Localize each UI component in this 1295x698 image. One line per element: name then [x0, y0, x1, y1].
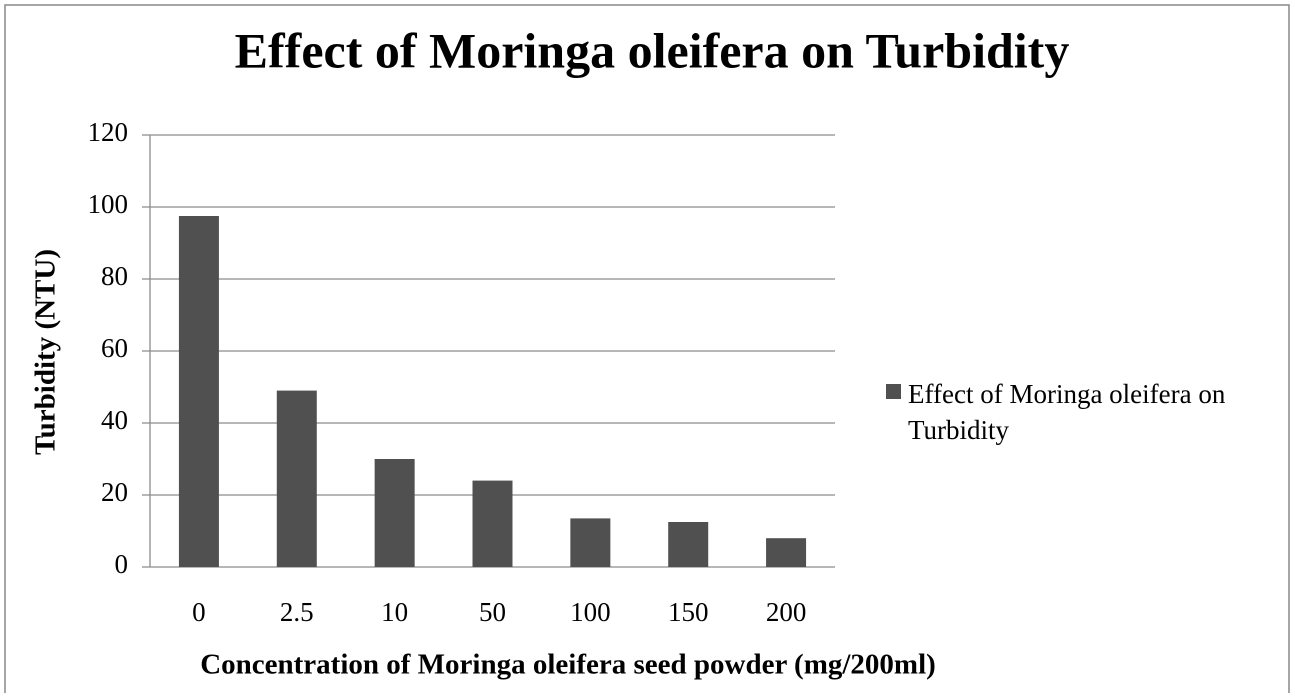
x-tick-label: 200 — [766, 597, 807, 627]
y-tick-label: 120 — [88, 117, 129, 147]
x-axis-label: Concentration of Moringa oleifera seed p… — [200, 649, 936, 681]
bar — [276, 390, 317, 567]
bar — [374, 459, 415, 567]
x-tick-label: 2.5 — [280, 597, 314, 627]
x-tick-label: 150 — [668, 597, 709, 627]
x-tick-label: 0 — [192, 597, 206, 627]
y-tick-label: 0 — [115, 549, 129, 579]
bar — [766, 538, 807, 567]
bar — [668, 522, 709, 567]
y-tick-label: 60 — [101, 333, 128, 363]
bar — [178, 216, 219, 567]
x-tick-label: 100 — [570, 597, 611, 627]
x-tick-label: 50 — [479, 597, 506, 627]
y-tick-label: 20 — [101, 477, 128, 507]
y-tick-label: 80 — [101, 261, 128, 291]
y-axis-label: Turbidity (NTU) — [30, 249, 62, 455]
y-tick-label: 40 — [101, 405, 128, 435]
bar — [472, 480, 513, 567]
x-tick-label: 10 — [381, 597, 408, 627]
legend-label: Effect of Moringa oleifera on Turbidity — [908, 379, 1226, 445]
legend-swatch — [886, 384, 901, 399]
y-tick-label: 100 — [88, 189, 129, 219]
chart-title: Effect of Moringa oleifera on Turbidity — [235, 22, 1070, 78]
bar — [570, 518, 611, 567]
